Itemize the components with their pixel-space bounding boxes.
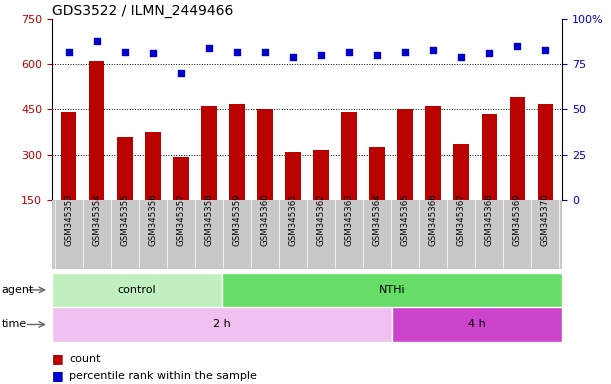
Bar [342, 113, 357, 245]
Bar [257, 109, 273, 245]
Bar [173, 157, 189, 245]
Point [428, 47, 438, 53]
Bar [392, 307, 562, 342]
Bar [313, 150, 329, 245]
Bar [510, 98, 525, 245]
Bar [370, 147, 385, 245]
Text: agent: agent [2, 285, 34, 295]
Text: time: time [2, 319, 27, 329]
Point [232, 49, 242, 55]
Bar [229, 104, 244, 245]
Text: control: control [118, 285, 156, 295]
Point [148, 50, 158, 56]
Point [176, 70, 186, 76]
Text: 2 h: 2 h [213, 319, 231, 329]
Bar [117, 137, 133, 245]
Bar [201, 106, 217, 245]
Point [92, 38, 101, 44]
Point [540, 47, 550, 53]
Text: GDS3522 / ILMN_2449466: GDS3522 / ILMN_2449466 [52, 4, 233, 18]
Bar [52, 273, 222, 307]
Bar [89, 61, 104, 245]
Point [120, 49, 130, 55]
Point [456, 54, 466, 60]
Bar [285, 152, 301, 245]
Bar [52, 307, 392, 342]
Text: ■: ■ [52, 369, 68, 382]
Point [316, 52, 326, 58]
Point [204, 45, 214, 51]
Point [400, 49, 410, 55]
Text: count: count [69, 354, 101, 364]
Text: 4 h: 4 h [468, 319, 486, 329]
Point [344, 49, 354, 55]
Point [513, 43, 522, 50]
Text: percentile rank within the sample: percentile rank within the sample [69, 371, 257, 381]
Text: ■: ■ [52, 353, 68, 366]
Point [485, 50, 494, 56]
Point [372, 52, 382, 58]
Bar [397, 109, 413, 245]
Text: NTHi: NTHi [379, 285, 405, 295]
Bar [453, 144, 469, 245]
Point [288, 54, 298, 60]
Bar [145, 132, 161, 245]
Bar [481, 114, 497, 245]
Point [64, 49, 74, 55]
Bar [425, 106, 441, 245]
Bar [222, 273, 562, 307]
Point [260, 49, 270, 55]
Bar [538, 104, 553, 245]
Bar [61, 113, 76, 245]
